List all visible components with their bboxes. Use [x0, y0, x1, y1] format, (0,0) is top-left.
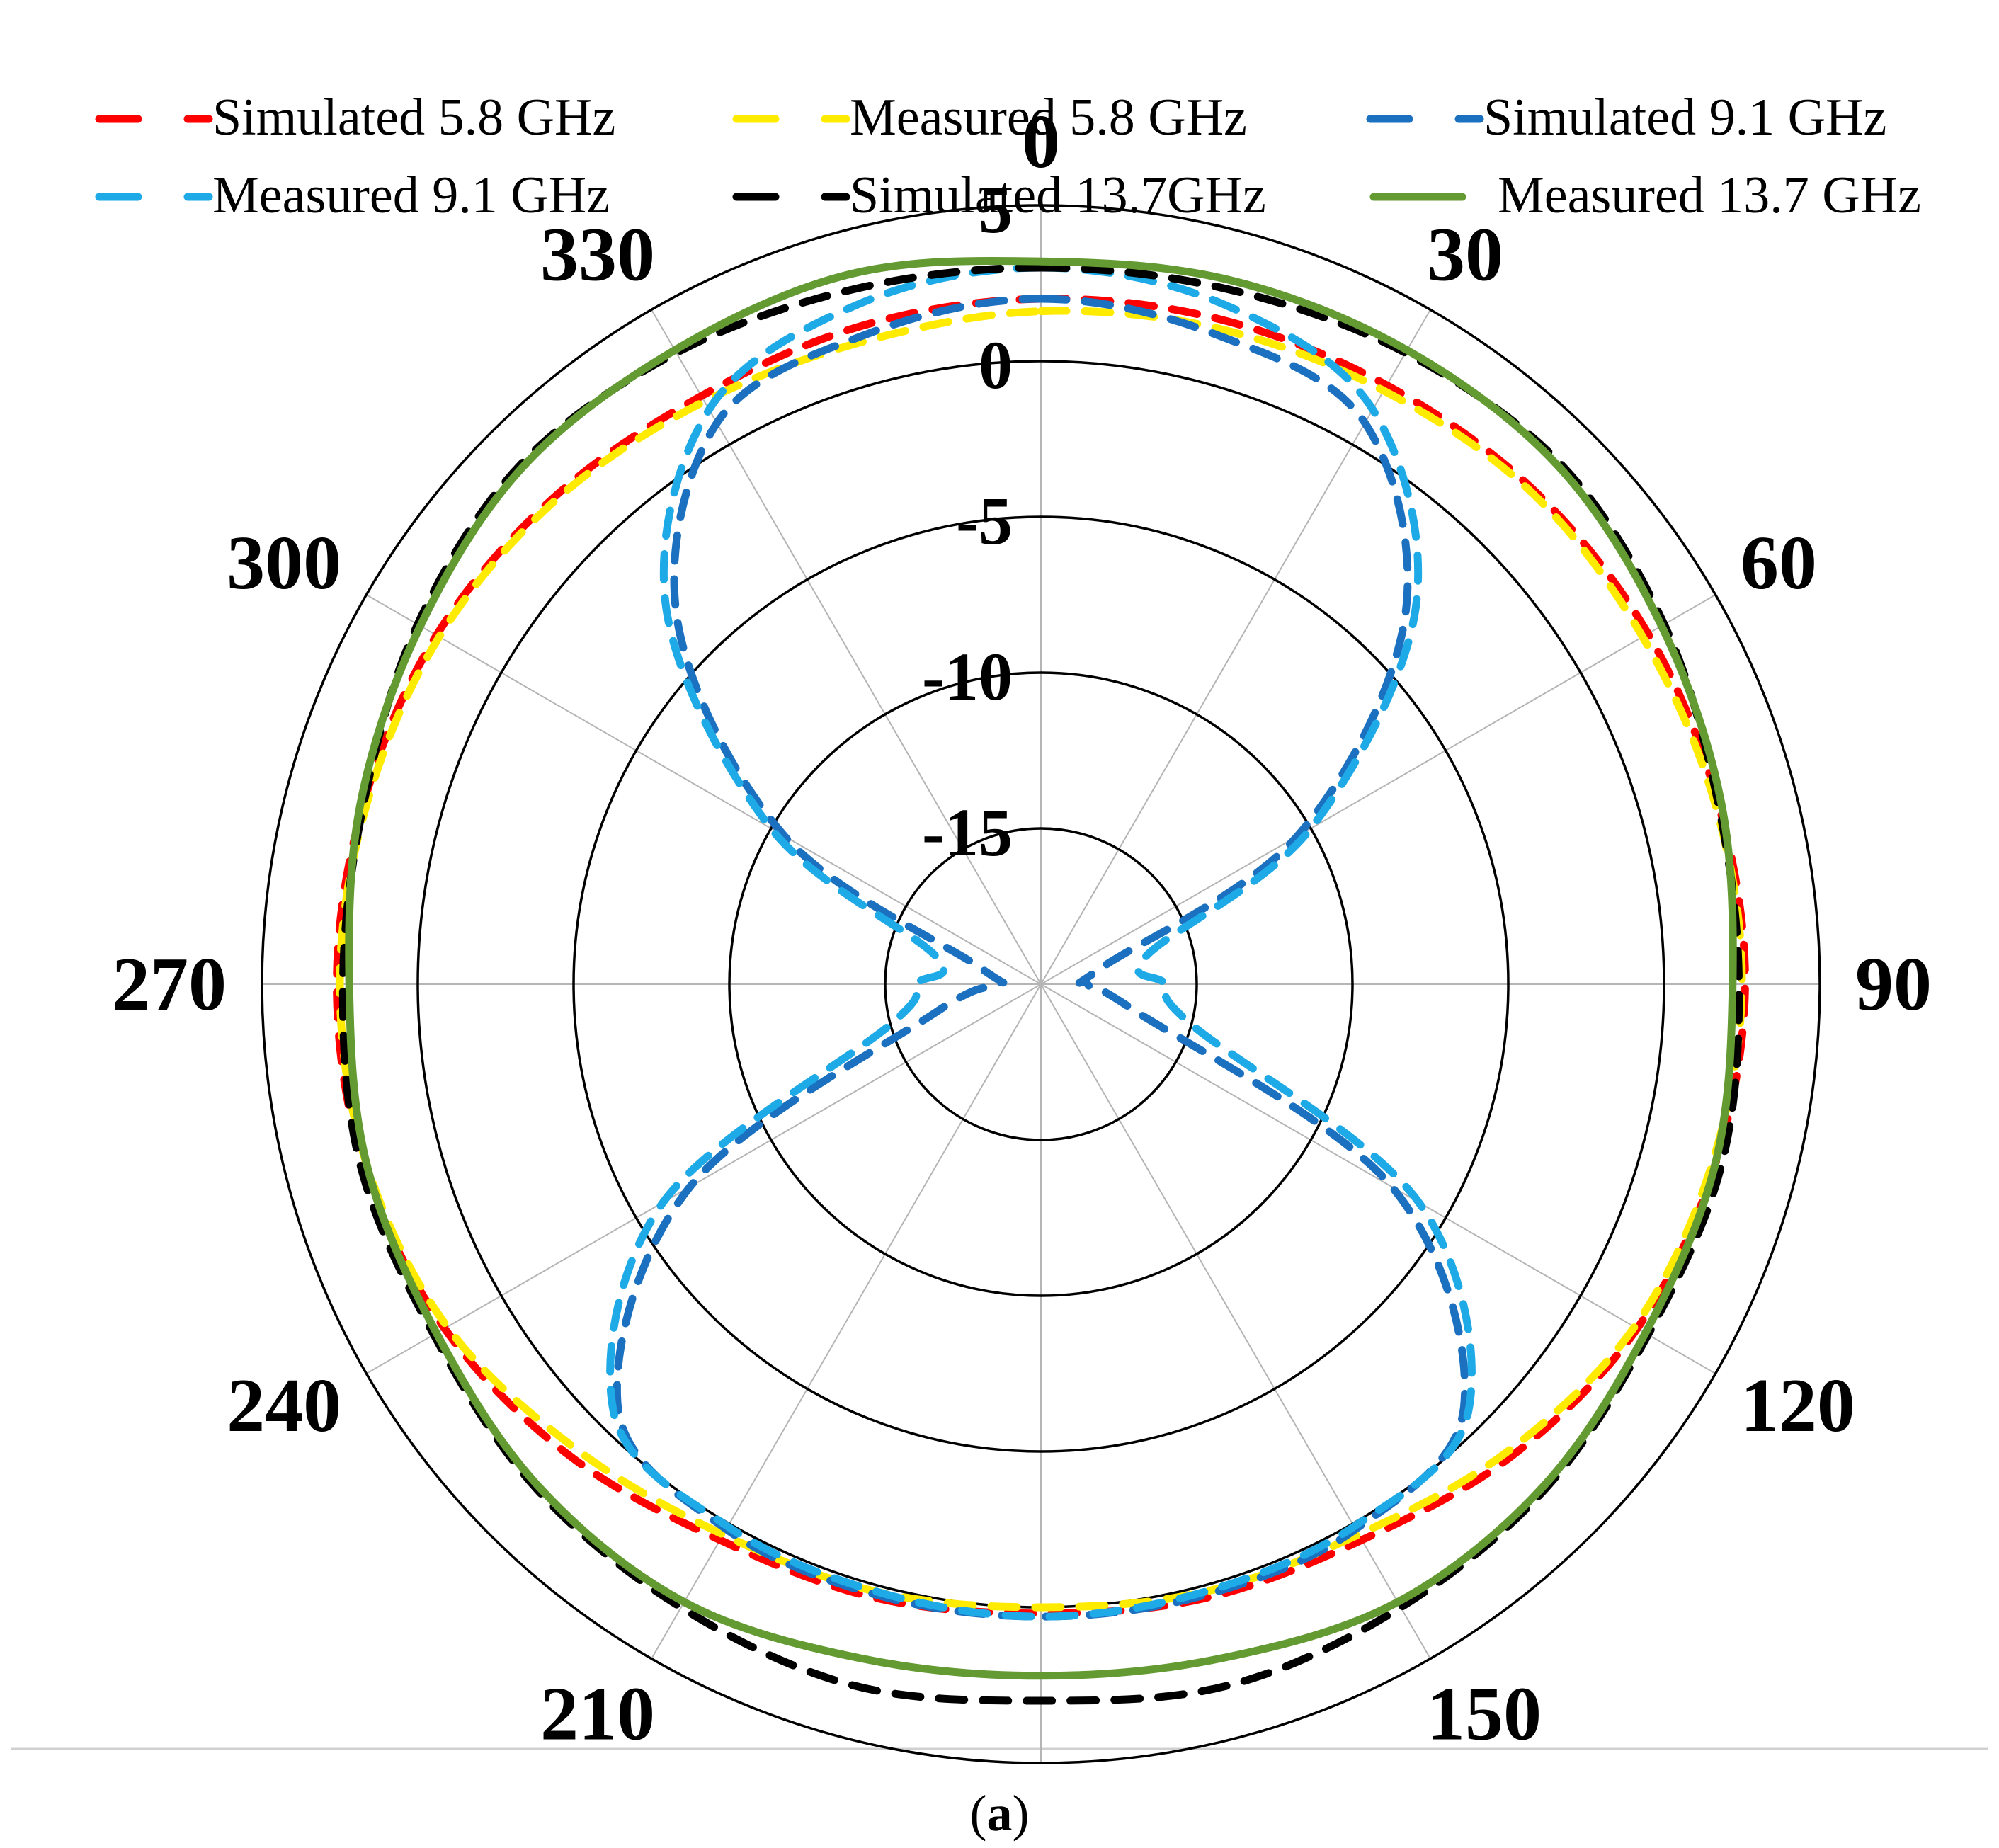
legend-label: Simulated 5.8 GHz [212, 89, 615, 147]
figure-caption: (a) [969, 1785, 1030, 1842]
legend-item: Simulated 9.1 GHz [1366, 89, 1886, 147]
angle-tick-label: 210 [540, 1672, 655, 1757]
angle-tick-label: 120 [1741, 1364, 1855, 1448]
spoke-210 [651, 983, 1042, 1660]
legend-label: Measured 9.1 GHz [212, 166, 610, 224]
caption-letter: a [986, 1785, 1013, 1842]
angle-tick-label: 90 [1855, 942, 1932, 1027]
series-line-3 [613, 295, 1469, 1621]
angle-tick-label: 60 [1741, 521, 1817, 605]
legend-item: Simulated 5.8 GHz [95, 89, 615, 147]
legend-item: Simulated 13.7GHz [732, 166, 1266, 224]
radial-tick-label: 5 [979, 171, 1013, 247]
spoke-150 [1040, 983, 1431, 1660]
series-line-6 [345, 256, 1737, 1680]
chart-background [0, 0, 1999, 1770]
spoke-240 [365, 983, 1042, 1374]
legend-item: Measured 13.7 GHz [1369, 166, 1921, 224]
radial-tick-label: -5 [956, 483, 1013, 559]
angle-tick-label: 300 [227, 521, 341, 605]
polar-grid [261, 204, 1821, 1764]
legend-label: Simulated 13.7GHz [850, 166, 1266, 224]
spoke-300 [365, 594, 1042, 985]
angle-tick-label: 330 [540, 212, 655, 297]
series-line-4 [606, 263, 1476, 1621]
legend-item: Measured 5.8 GHz [732, 89, 1247, 147]
legend-label: Measured 13.7 GHz [1498, 166, 1921, 224]
angle-tick-label: 240 [227, 1364, 341, 1448]
angle-tick-label: 0 [1022, 100, 1060, 184]
angle-tick-label: 150 [1427, 1672, 1542, 1757]
angle-tick-label: 270 [112, 942, 227, 1027]
angle-tick-label: 30 [1427, 212, 1503, 297]
radial-tick-label: -15 [922, 794, 1013, 870]
ring-5 [261, 204, 1821, 1764]
radial-tick-label: -10 [922, 639, 1013, 714]
spoke-120 [1040, 983, 1716, 1374]
chart-legend: Simulated 5.8 GHz Measured 5.8 GHz Simulat… [95, 89, 1921, 224]
legend-label: Measured 5.8 GHz [850, 89, 1247, 147]
legend-item: Measured 9.1 GHz [95, 166, 610, 224]
radial-tick-label: 0 [979, 327, 1013, 403]
ring--15 [884, 827, 1198, 1141]
series-line-2 [336, 307, 1746, 1612]
ring--10 [728, 671, 1354, 1297]
legend-label: Simulated 9.1 GHz [1483, 89, 1886, 147]
ring--5 [572, 515, 1510, 1453]
axis-labels: 50-5-10-15030609012015018021024027030033… [112, 100, 1932, 1757]
series-group [333, 256, 1749, 1705]
spoke-60 [1040, 594, 1716, 985]
